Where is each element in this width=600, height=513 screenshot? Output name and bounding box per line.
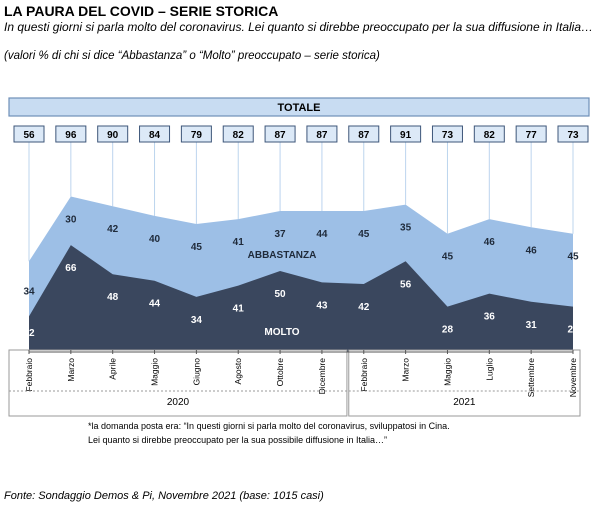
area-chart: TOTALE 56 96 90 84 79 82 87 87 87 91 73 82 77 73 22 66 48… — [8, 97, 590, 417]
molto-value: 41 — [233, 304, 245, 315]
footnote-line-2: Lei quanto si direbbe preoccupato per la… — [88, 435, 388, 445]
abbastanza-value: 45 — [442, 252, 454, 263]
x-tick-label: Aprile — [108, 358, 118, 380]
total-value: 77 — [526, 130, 538, 141]
total-value: 87 — [358, 130, 370, 141]
x-tick-label: Febbraio — [24, 358, 34, 392]
year-label: 2020 — [167, 397, 190, 408]
footnote-line-1: *la domanda posta era: “In questi giorni… — [88, 421, 450, 431]
total-value: 82 — [484, 130, 496, 141]
abbastanza-value: 34 — [23, 286, 35, 297]
total-box — [473, 125, 505, 143]
year-group-box — [348, 349, 581, 417]
abbastanza-value: 46 — [526, 245, 538, 256]
abbastanza-value: 40 — [149, 234, 161, 245]
total-box — [557, 125, 589, 143]
totale-label: TOTALE — [278, 102, 321, 114]
total-box — [222, 125, 254, 143]
total-value: 84 — [149, 130, 161, 141]
chart-subtitle: In questi giorni si parla molto del coro… — [4, 20, 594, 34]
total-box — [390, 125, 422, 143]
molto-value: 66 — [65, 263, 77, 274]
abbastanza-value: 45 — [191, 242, 203, 253]
molto-value: 28 — [567, 325, 579, 336]
total-box — [55, 125, 87, 143]
total-value: 82 — [233, 130, 245, 141]
abbastanza-value: 44 — [316, 229, 328, 240]
x-tick-label: Febbraio — [359, 358, 369, 392]
series-label-molto: MOLTO — [264, 327, 299, 338]
total-value: 73 — [442, 130, 454, 141]
total-box — [97, 125, 129, 143]
molto-value: 56 — [400, 279, 412, 290]
x-tick-label: Settembre — [526, 358, 536, 397]
molto-value: 28 — [442, 325, 454, 336]
x-tick-label: Novembre — [568, 358, 578, 397]
abbastanza-value: 46 — [484, 237, 496, 248]
total-value: 79 — [191, 130, 203, 141]
x-tick-label: Agosto — [233, 358, 243, 385]
abbastanza-value: 35 — [400, 223, 412, 234]
molto-value: 31 — [526, 320, 538, 331]
chart-title: LA PAURA DEL COVID – SERIE STORICA — [4, 3, 279, 19]
molto-value: 48 — [107, 292, 119, 303]
x-tick-label: Marzo — [401, 358, 411, 382]
total-value: 96 — [65, 130, 77, 141]
x-tick-label: Giugno — [191, 358, 201, 386]
x-tick-label: Maggio — [150, 358, 160, 386]
molto-value: 44 — [149, 299, 161, 310]
year-group-box — [8, 349, 348, 417]
total-value: 73 — [567, 130, 579, 141]
chart-note: (valori % di chi si dice “Abbastanza” o … — [4, 50, 380, 62]
abbastanza-value: 42 — [107, 224, 119, 235]
total-box — [139, 125, 171, 143]
molto-value: 22 — [23, 328, 35, 339]
series-label-abbastanza: ABBASTANZA — [248, 250, 317, 261]
abbastanza-value: 30 — [65, 214, 77, 225]
molto-value: 36 — [484, 312, 496, 323]
total-value: 56 — [23, 130, 35, 141]
total-box — [180, 125, 212, 143]
x-tick-label: Maggio — [442, 358, 452, 386]
x-tick-label: Dicembre — [317, 358, 327, 395]
totale-banner — [8, 97, 590, 117]
total-box — [515, 125, 547, 143]
abbastanza-value: 45 — [567, 252, 579, 263]
x-tick-label: Luglio — [484, 358, 494, 381]
abbastanza-value: 37 — [275, 229, 287, 240]
question-footnote: *la domanda posta era: “In questi giorni… — [88, 419, 450, 447]
x-tick-label: Ottobre — [275, 358, 285, 387]
total-value: 87 — [316, 130, 328, 141]
total-box — [306, 125, 338, 143]
molto-value: 50 — [275, 289, 287, 300]
total-box — [348, 125, 380, 143]
year-label: 2021 — [453, 397, 476, 408]
abbastanza-value: 41 — [233, 237, 245, 248]
molto-value: 42 — [358, 302, 370, 313]
abbastanza-value: 45 — [358, 229, 370, 240]
molto-value: 43 — [316, 300, 328, 311]
x-tick-label: Marzo — [66, 358, 76, 382]
total-box — [431, 125, 463, 143]
total-value: 91 — [400, 130, 412, 141]
total-box — [264, 125, 296, 143]
chart-area: TOTALE 56 96 90 84 79 82 87 87 87 91 73 82 77 73 22 66 48… — [0, 88, 600, 458]
total-value: 90 — [107, 130, 119, 141]
total-box — [13, 125, 45, 143]
total-value: 87 — [275, 130, 287, 141]
molto-value: 34 — [191, 315, 203, 326]
source-note: Fonte: Sondaggio Demos & Pi, Novembre 20… — [4, 490, 324, 502]
molto-area — [29, 245, 573, 352]
